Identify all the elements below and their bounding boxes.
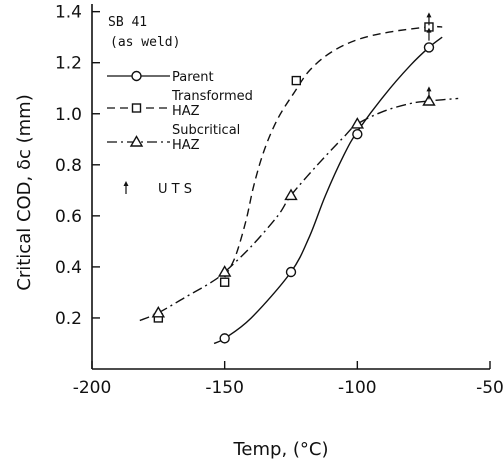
series-transformed-haz (153, 22, 443, 323)
data-point-triangle (284, 188, 298, 201)
data-point-triangle (422, 94, 436, 106)
x-tick-label: -200 (73, 378, 112, 398)
y-axis-title: Critical COD, δc (mm) (14, 94, 35, 290)
uts-arrow-head (426, 27, 432, 33)
legend-item-uts: U T S (123, 181, 192, 197)
legend-label: U T S (158, 182, 192, 197)
x-tick-label: -100 (338, 378, 377, 398)
y-tick-label: 0.4 (55, 258, 82, 278)
legend-label: HAZ (172, 104, 200, 119)
data-point-triangle (151, 305, 166, 318)
annotation: SB 41 (as weld) (108, 15, 180, 50)
legend-label: Parent (172, 70, 214, 85)
series-line (139, 97, 459, 322)
series-subcritical-haz (139, 94, 459, 322)
data-point-triangle (217, 265, 232, 277)
data-point-circle (131, 70, 142, 82)
data-point-triangle (129, 135, 144, 147)
annotation-line: SB 41 (108, 15, 147, 30)
data-point-triangle (350, 117, 365, 129)
legend-label: HAZ (172, 138, 200, 153)
data-point-circle (423, 42, 435, 53)
uts-arrow (426, 27, 432, 41)
y-tick-label: 1.4 (55, 3, 82, 23)
x-tick-label: -50 (476, 378, 504, 398)
data-point-circle (285, 266, 297, 278)
series-line (213, 36, 443, 345)
y-tick-label: 1.0 (55, 105, 82, 125)
uts-arrow-head (426, 12, 432, 18)
y-tick-label: 1.2 (55, 54, 82, 74)
uts-arrow-head (426, 86, 432, 92)
uts-arrow-head (123, 181, 129, 186)
annotation-line: (as weld) (110, 35, 180, 50)
axes: 0.2 0.4 0.6 0.8 1.0 1.2 1.4 -200 -150 -100 -50 Temp… (14, 3, 504, 460)
data-point-circle (219, 333, 230, 344)
series-parent (213, 36, 443, 345)
uts-arrow (426, 12, 432, 26)
uts-arrow (426, 86, 432, 100)
data-point-square (219, 277, 230, 287)
data-point-square (131, 103, 142, 113)
series-line (224, 25, 443, 278)
legend-item: Parent (107, 70, 214, 85)
x-tick-label: -150 (205, 378, 244, 398)
y-tick-label: 0.2 (55, 309, 82, 329)
series-layer (139, 12, 459, 345)
x-axis-title: Temp, (°C) (232, 439, 328, 460)
legend-label: Subcritical (172, 123, 240, 138)
data-point-circle (352, 128, 363, 140)
data-point-square (291, 75, 302, 86)
y-tick-label: 0.8 (55, 156, 82, 176)
y-tick-label: 0.6 (55, 207, 82, 227)
legend-label: Transformed (171, 89, 253, 104)
uts-arrow (123, 181, 129, 194)
